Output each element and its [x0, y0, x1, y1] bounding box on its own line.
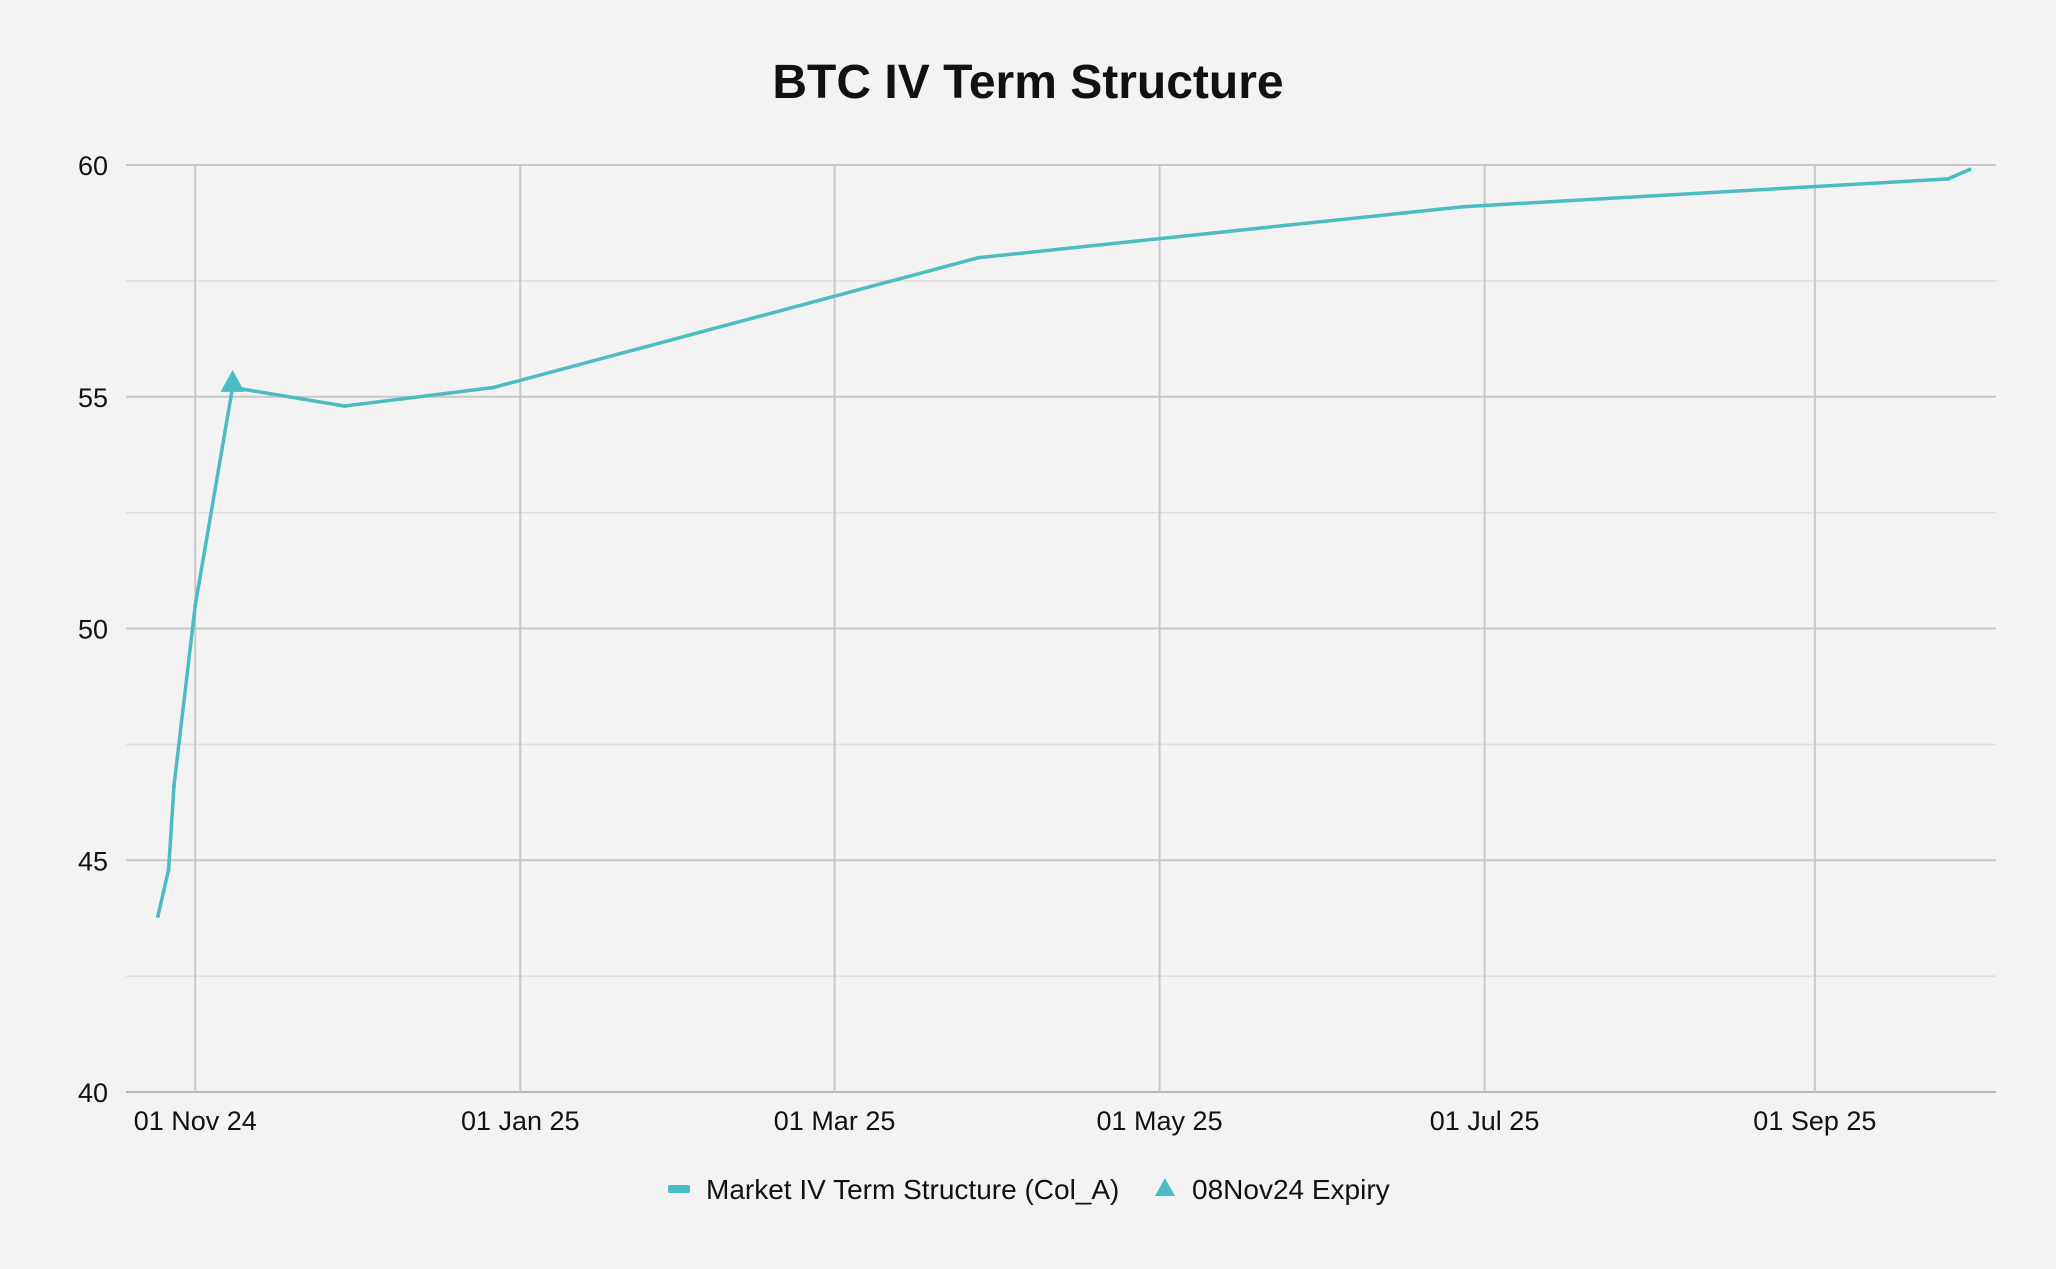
y-tick-label: 60	[78, 151, 108, 181]
x-tick-label: 01 Jan 25	[461, 1106, 580, 1136]
axes: 40 45 50 55 60 01 Nov 24 01 Jan 25 01 Mar 25 01 …	[78, 151, 1876, 1136]
legend-label-expiry[interactable]: 08Nov24 Expiry	[1192, 1174, 1390, 1205]
grid	[126, 164, 1996, 1093]
iv-data-point[interactable]	[976, 255, 981, 260]
x-tick-label: 01 Nov 24	[134, 1106, 257, 1136]
iv-data-point[interactable]	[166, 867, 171, 872]
legend-line-swatch[interactable]	[668, 1185, 690, 1193]
iv-data-point[interactable]	[171, 784, 176, 789]
iv-data-point[interactable]	[342, 404, 347, 409]
x-tick-label: 01 Mar 25	[774, 1106, 896, 1136]
iv-term-structure-line[interactable]	[156, 167, 1972, 918]
legend[interactable]: Market IV Term Structure (Col_A) 08Nov24 …	[668, 1174, 1390, 1205]
iv-data-point[interactable]	[1946, 176, 1951, 181]
y-tick-label: 50	[78, 615, 108, 645]
x-tick-label: 01 Sep 25	[1753, 1106, 1876, 1136]
iv-data-point[interactable]	[193, 603, 198, 608]
y-tick-label: 45	[78, 846, 108, 876]
legend-triangle-swatch[interactable]	[1155, 1178, 1175, 1196]
iv-data-point[interactable]	[1461, 204, 1466, 209]
x-tick-label: 01 Jul 25	[1430, 1106, 1540, 1136]
iv-data-point[interactable]	[1967, 167, 1972, 172]
y-tick-label: 55	[78, 383, 108, 413]
x-tick-label: 01 May 25	[1097, 1106, 1223, 1136]
iv-data-point[interactable]	[155, 913, 160, 918]
expiry-marker-point[interactable]	[220, 369, 245, 392]
chart-title: BTC IV Term Structure	[772, 56, 1283, 109]
series-layer	[155, 167, 1972, 918]
iv-data-point[interactable]	[161, 890, 166, 895]
y-tick-label: 40	[78, 1078, 108, 1108]
iv-data-point[interactable]	[491, 385, 496, 390]
legend-label-market-iv[interactable]: Market IV Term Structure (Col_A)	[706, 1174, 1119, 1205]
